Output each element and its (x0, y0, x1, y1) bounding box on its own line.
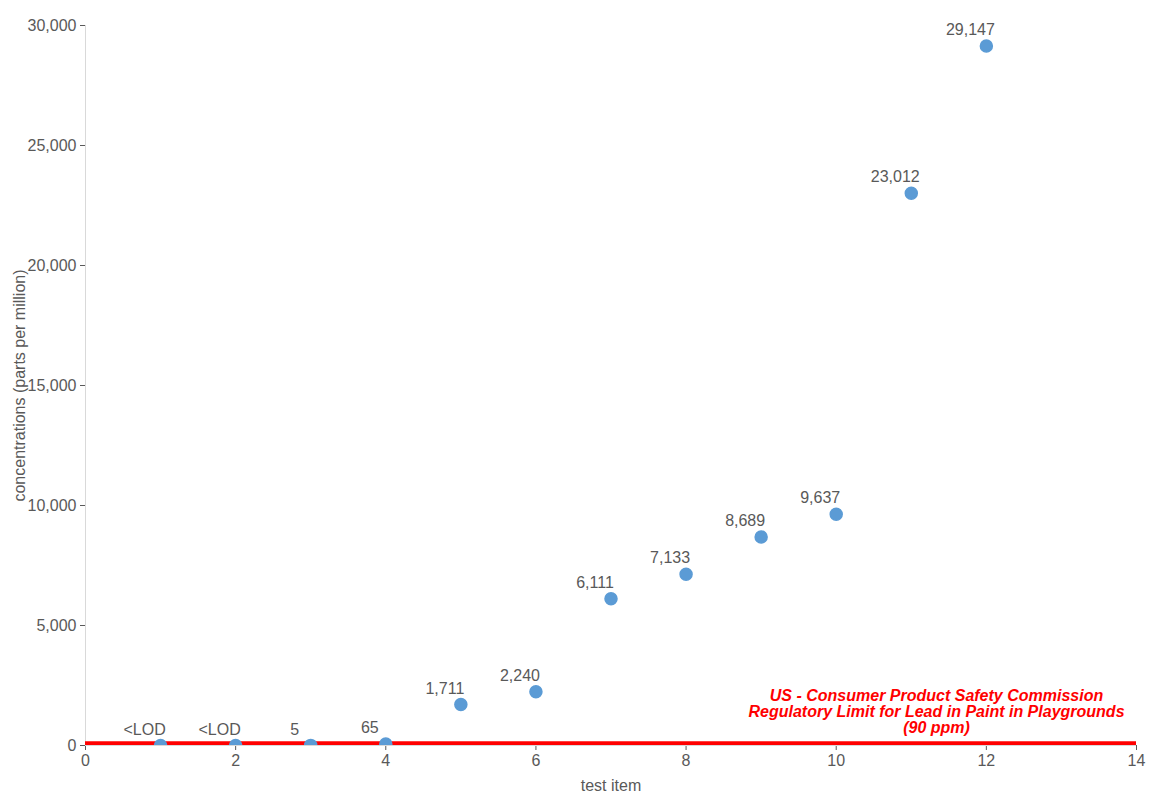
svg-text:8: 8 (682, 752, 691, 769)
svg-text:20,000: 20,000 (28, 257, 77, 274)
svg-text:6: 6 (531, 752, 540, 769)
svg-text:US - Consumer Product Safety C: US - Consumer Product Safety CommissionR… (748, 687, 1124, 736)
svg-text:5,000: 5,000 (36, 617, 76, 634)
svg-text:5: 5 (290, 721, 299, 738)
svg-text:30,000: 30,000 (28, 17, 77, 34)
svg-text:0: 0 (81, 752, 90, 769)
svg-text:6,111: 6,111 (576, 574, 614, 591)
svg-text:7,133: 7,133 (650, 549, 690, 566)
svg-text:25,000: 25,000 (28, 137, 77, 154)
svg-text:concentrations (parts per mill: concentrations (parts per million) (11, 269, 28, 501)
svg-text:10,000: 10,000 (28, 497, 77, 514)
svg-text:10: 10 (827, 752, 845, 769)
svg-text:12: 12 (977, 752, 995, 769)
svg-text:<LOD: <LOD (199, 721, 241, 738)
svg-text:15,000: 15,000 (28, 377, 77, 394)
svg-text:<LOD: <LOD (123, 721, 165, 738)
svg-text:4: 4 (381, 752, 390, 769)
svg-text:2: 2 (231, 752, 240, 769)
svg-text:29,147: 29,147 (946, 21, 995, 38)
svg-text:14: 14 (1128, 752, 1146, 769)
svg-text:2,240: 2,240 (500, 667, 540, 684)
svg-text:23,012: 23,012 (871, 168, 920, 185)
svg-text:test item: test item (581, 777, 641, 794)
svg-text:1,711: 1,711 (425, 680, 464, 697)
svg-text:9,637: 9,637 (800, 489, 840, 506)
svg-text:65: 65 (361, 719, 379, 736)
svg-text:8,689: 8,689 (725, 512, 765, 529)
svg-text:0: 0 (68, 737, 77, 754)
